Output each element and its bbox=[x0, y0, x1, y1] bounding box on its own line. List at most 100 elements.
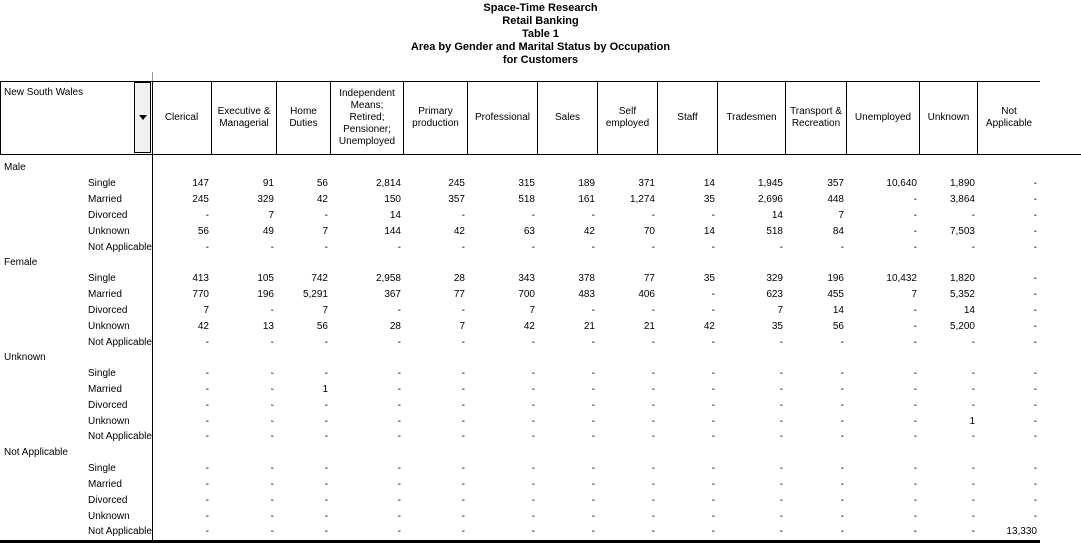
data-cell: - bbox=[324, 241, 328, 253]
data-cell: - bbox=[840, 494, 844, 506]
column-header-unknown: Unknown bbox=[920, 82, 978, 154]
data-cell: - bbox=[1033, 384, 1037, 395]
row-label: Unknown bbox=[88, 415, 130, 427]
data-cell: - bbox=[270, 510, 274, 522]
data-cell: - bbox=[205, 336, 209, 348]
data-cell: - bbox=[711, 510, 715, 522]
row-label: Single bbox=[88, 273, 116, 285]
table-bottom-border bbox=[0, 540, 1040, 543]
row-label-divider-tick bbox=[152, 72, 153, 81]
data-cell: - bbox=[591, 415, 595, 427]
row-label: Unknown bbox=[88, 225, 130, 237]
data-cell: - bbox=[324, 209, 328, 221]
data-cell: - bbox=[205, 510, 209, 522]
data-cell: - bbox=[971, 463, 975, 475]
column-header-label: Executive & Managerial bbox=[217, 106, 271, 129]
data-cell: - bbox=[651, 336, 655, 348]
row-label: Unknown bbox=[88, 320, 130, 332]
data-cell: - bbox=[779, 368, 783, 380]
data-cell: 2,958 bbox=[375, 273, 401, 285]
data-cell: - bbox=[270, 526, 274, 538]
data-row: Divorced - - - - - - - - - - - - - - bbox=[0, 397, 1040, 413]
data-row: Married 245 329 42 150 357 518 161 1,274 35 2,696 4… bbox=[0, 192, 1040, 208]
data-cell: - bbox=[1033, 399, 1037, 411]
data-cell: - bbox=[840, 431, 844, 443]
area-header-cell: New South Wales bbox=[0, 82, 152, 154]
data-cell: 1 bbox=[322, 384, 328, 395]
data-cell: - bbox=[270, 431, 274, 443]
data-cell: 13 bbox=[262, 320, 274, 332]
data-cell: 28 bbox=[389, 320, 401, 332]
header-bottom-border bbox=[0, 154, 1081, 155]
data-cell: 7 bbox=[268, 209, 274, 221]
data-cell: - bbox=[270, 463, 274, 475]
data-cell: - bbox=[840, 415, 844, 427]
table-title-block: Space-Time Research Retail Banking Table… bbox=[0, 2, 1081, 67]
area-dropdown-button[interactable] bbox=[134, 82, 151, 153]
row-label: Divorced bbox=[88, 494, 128, 506]
data-row: Unknown - - - - - - - - - - - - 1 - bbox=[0, 413, 1040, 429]
data-cell: 77 bbox=[453, 289, 465, 301]
data-cell: - bbox=[461, 463, 465, 475]
data-row: Single - - - - - - - - - - - - - - bbox=[0, 366, 1040, 382]
data-cell: 367 bbox=[384, 289, 401, 301]
data-row: Unknown - - - - - - - - - - - - - - bbox=[0, 508, 1040, 524]
data-cell: 14 bbox=[703, 178, 715, 190]
data-cell: 5,200 bbox=[949, 320, 975, 332]
column-header-tradesmen: Tradesmen bbox=[718, 82, 786, 154]
data-cell: - bbox=[779, 510, 783, 522]
data-cell: - bbox=[205, 399, 209, 411]
column-header-unemployed: Unemployed bbox=[847, 82, 920, 154]
group-row-female: Female bbox=[0, 255, 1040, 271]
data-cell: - bbox=[324, 431, 328, 443]
data-cell: - bbox=[591, 494, 595, 506]
title-line-3: Table 1 bbox=[521, 28, 560, 40]
data-cell: - bbox=[1033, 336, 1037, 348]
data-cell: - bbox=[971, 336, 975, 348]
data-cell: 42 bbox=[197, 320, 209, 332]
column-header-self-employed: Self employed bbox=[598, 82, 658, 154]
data-cell: - bbox=[461, 526, 465, 538]
data-cell: - bbox=[397, 399, 401, 411]
row-label: Not Applicable bbox=[88, 526, 152, 538]
data-cell: 329 bbox=[257, 194, 274, 206]
data-cell: - bbox=[591, 510, 595, 522]
data-cell: - bbox=[971, 478, 975, 490]
data-cell: 70 bbox=[643, 225, 655, 237]
data-cell: - bbox=[324, 415, 328, 427]
group-label: Unknown bbox=[4, 352, 46, 364]
data-cell: - bbox=[397, 526, 401, 538]
data-row: Single 413 105 742 2,958 28 343 378 77 35 329 196 10… bbox=[0, 271, 1040, 287]
data-cell: - bbox=[461, 415, 465, 427]
data-cell: - bbox=[591, 304, 595, 316]
data-cell: - bbox=[397, 304, 401, 316]
row-label: Unknown bbox=[88, 510, 130, 522]
column-header-label: Tradesmen bbox=[726, 112, 777, 123]
column-header-label: Sales bbox=[554, 112, 580, 123]
data-cell: - bbox=[531, 478, 535, 490]
data-cell: - bbox=[840, 510, 844, 522]
data-cell: - bbox=[971, 241, 975, 253]
column-header-staff: Staff bbox=[658, 82, 718, 154]
data-cell: 7 bbox=[777, 304, 783, 316]
data-cell: 518 bbox=[766, 225, 783, 237]
data-row: Not Applicable - - - - - - - - - - - - - - bbox=[0, 239, 1040, 255]
data-cell: 56 bbox=[316, 320, 328, 332]
data-cell: 91 bbox=[262, 178, 274, 190]
data-cell: - bbox=[461, 431, 465, 443]
data-cell: 56 bbox=[832, 320, 844, 332]
data-cell: - bbox=[779, 494, 783, 506]
column-header-sales: Sales bbox=[538, 82, 598, 154]
data-cell: - bbox=[779, 241, 783, 253]
data-row: Not Applicable - - - - - - - - - - - - - - bbox=[0, 334, 1040, 350]
data-cell: - bbox=[651, 209, 655, 221]
data-cell: - bbox=[651, 494, 655, 506]
data-cell: - bbox=[591, 241, 595, 253]
data-row: Divorced - 7 - 14 - - - - - 14 7 - - - bbox=[0, 207, 1040, 223]
column-header-row: Clerical Executive & Managerial Home Dutie… bbox=[152, 82, 1040, 154]
column-header-label: Not Applicable bbox=[985, 106, 1033, 129]
data-cell: - bbox=[840, 241, 844, 253]
data-cell: 1,890 bbox=[949, 178, 975, 190]
data-cell: - bbox=[913, 194, 917, 206]
column-header-home-duties: Home Duties bbox=[277, 82, 331, 154]
